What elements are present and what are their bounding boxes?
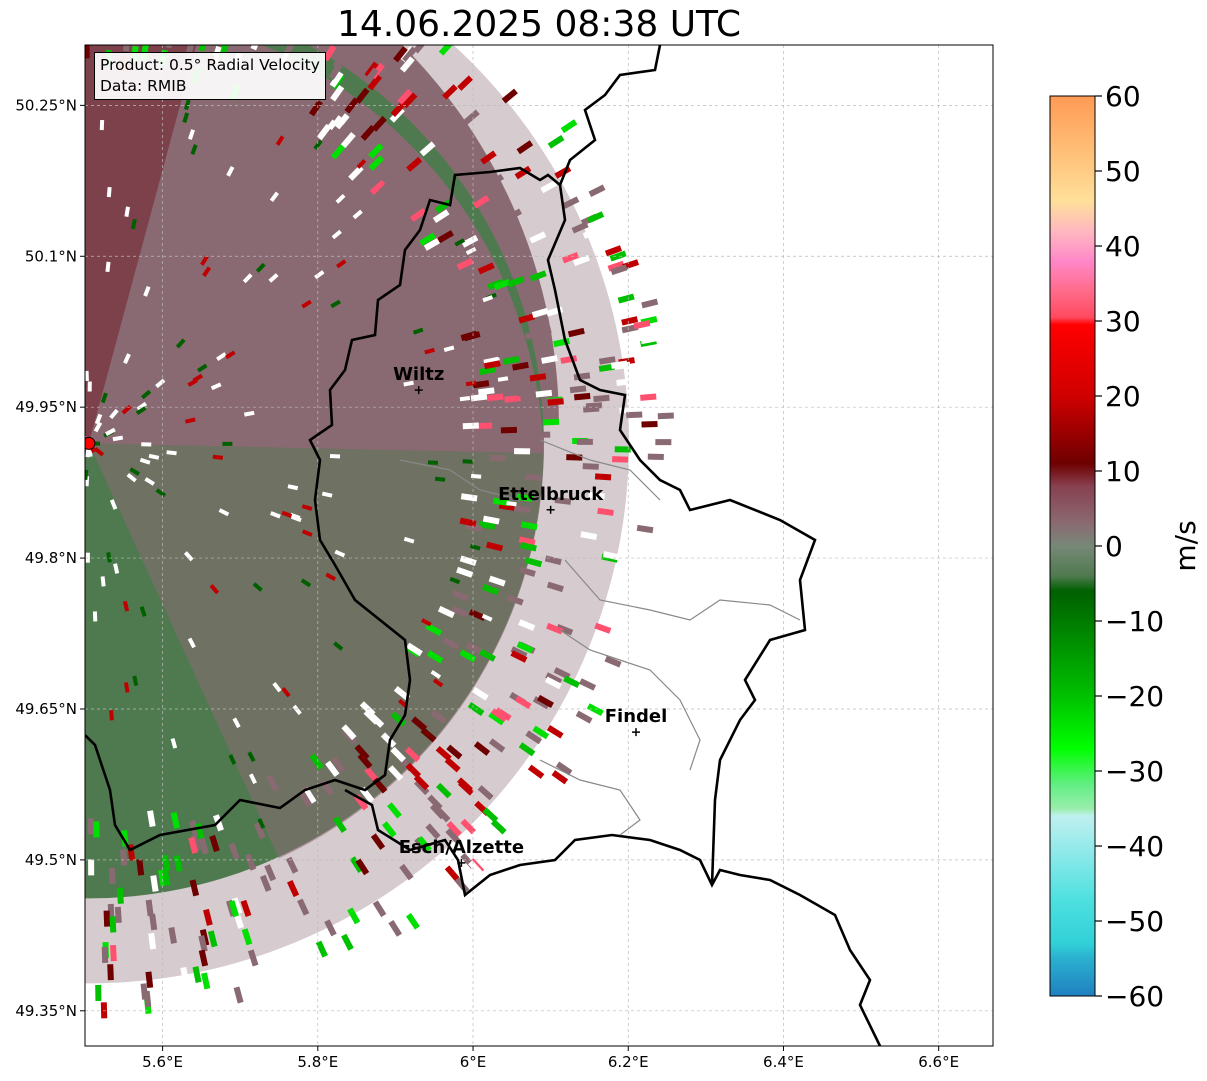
colorbar-tick-label: 10 <box>1105 455 1141 488</box>
ytick-label: 49.65°N <box>15 700 77 718</box>
city-label: Wiltz <box>393 364 444 385</box>
colorbar-tick-label: 30 <box>1105 305 1141 338</box>
city-label: Findel <box>605 706 668 727</box>
gridlines <box>85 45 993 1046</box>
colorbar-unit-label: m/s <box>1169 520 1202 571</box>
map-canvas: Wiltz Ettelbruck Findel Esch/Alzette <box>85 45 993 1046</box>
velocity-field <box>85 45 629 984</box>
product-label: Product: 0.5° Radial Velocity <box>100 56 320 74</box>
xtick-label: 6°E <box>460 1053 487 1071</box>
longitude-ticks: 5.6°E 5.8°E 6°E 6.2°E 6.4°E 6.6°E <box>142 1046 959 1071</box>
colorbar-tick-label: 50 <box>1105 155 1141 188</box>
colorbar-gradient <box>1049 95 1096 997</box>
canton-borders <box>399 439 801 836</box>
colorbar-tick-label: 60 <box>1105 80 1141 113</box>
xtick-label: 5.8°E <box>297 1053 338 1071</box>
colorbar-tick-label: −50 <box>1105 905 1164 938</box>
city-esch-alzette: Esch/Alzette <box>399 837 524 867</box>
radar-site-marker <box>85 436 96 450</box>
ytick-label: 49.35°N <box>15 1002 77 1020</box>
colorbar-tick-label: 40 <box>1105 230 1141 263</box>
colorbar-tick-label: 20 <box>1105 380 1141 413</box>
country-border <box>85 45 882 1046</box>
xtick-label: 5.6°E <box>142 1053 183 1071</box>
info-box: Product: 0.5° Radial Velocity Data: RMIB <box>94 52 326 100</box>
xtick-label: 6.6°E <box>918 1053 959 1071</box>
map-frame <box>84 44 994 1047</box>
city-findel: Findel <box>605 706 668 737</box>
colorbar-tick-label: −20 <box>1105 680 1164 713</box>
plot-title: 14.06.2025 08:38 UTC <box>336 4 742 45</box>
ytick-label: 49.95°N <box>15 398 77 416</box>
xtick-label: 6.4°E <box>763 1053 804 1071</box>
ytick-label: 49.8°N <box>25 549 77 567</box>
city-markers: Wiltz Ettelbruck Findel Esch/Alzette <box>393 364 667 867</box>
city-ettelbruck: Ettelbruck <box>498 484 604 514</box>
colorbar-tick-label: −30 <box>1105 755 1164 788</box>
ytick-label: 50.1°N <box>25 247 77 265</box>
colorbar: 60 50 40 30 20 10 0 −10 −20 −30 −40 −50 −60 m/s <box>1049 80 1202 1013</box>
colorbar-ticks: 60 50 40 30 20 10 0 −10 −20 −30 −40 −50 −60 <box>1095 80 1164 1013</box>
colorbar-tick-label: −40 <box>1105 830 1164 863</box>
ytick-label: 49.5°N <box>25 851 77 869</box>
ytick-label: 50.25°N <box>15 96 77 114</box>
xtick-label: 6.2°E <box>608 1053 649 1071</box>
latitude-ticks: 50.25°N 50.1°N 49.95°N 49.8°N 49.65°N 49.5°N 4… <box>15 96 85 1020</box>
colorbar-tick-label: −60 <box>1105 980 1164 1013</box>
data-source-label: Data: RMIB <box>100 77 187 95</box>
city-label: Ettelbruck <box>498 484 604 505</box>
colorbar-tick-label: −10 <box>1105 605 1164 638</box>
city-label: Esch/Alzette <box>399 837 524 858</box>
city-wiltz: Wiltz <box>393 364 444 395</box>
colorbar-tick-label: 0 <box>1105 530 1123 563</box>
